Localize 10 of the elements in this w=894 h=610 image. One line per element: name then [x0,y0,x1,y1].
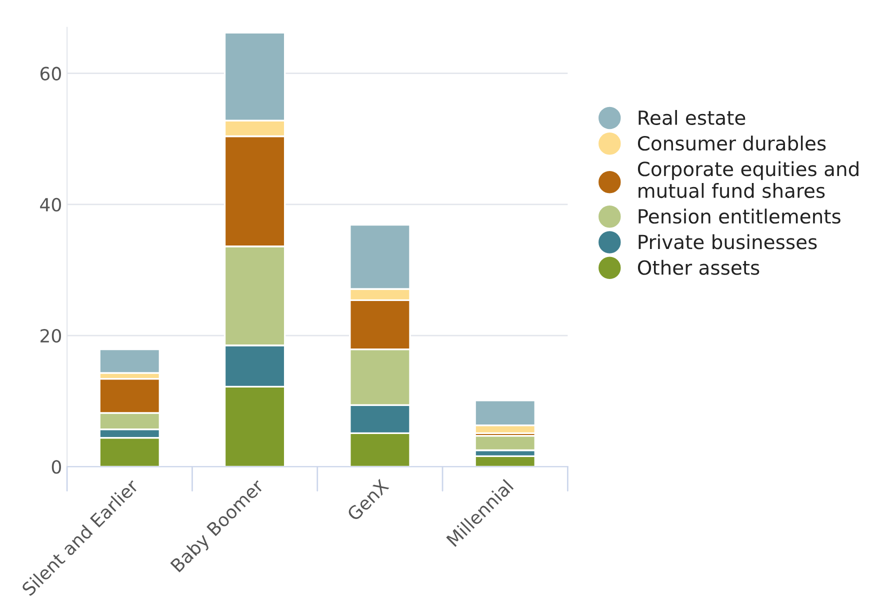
legend-label: Pension entitlements [638,208,840,224]
legend-label: Private businesses [638,234,817,250]
legend-label: Other assets [638,260,760,275]
legend-label: Consumer durables [638,136,826,151]
legend-label: Real estate [638,110,746,126]
y-tick-label: 60 [40,66,61,80]
y-tick-label: 0 [52,460,61,474]
legend-label: Corporate equities and mutual fund shares [638,161,858,198]
y-tick-label: 40 [40,198,61,212]
y-tick-label: 20 [40,329,61,343]
